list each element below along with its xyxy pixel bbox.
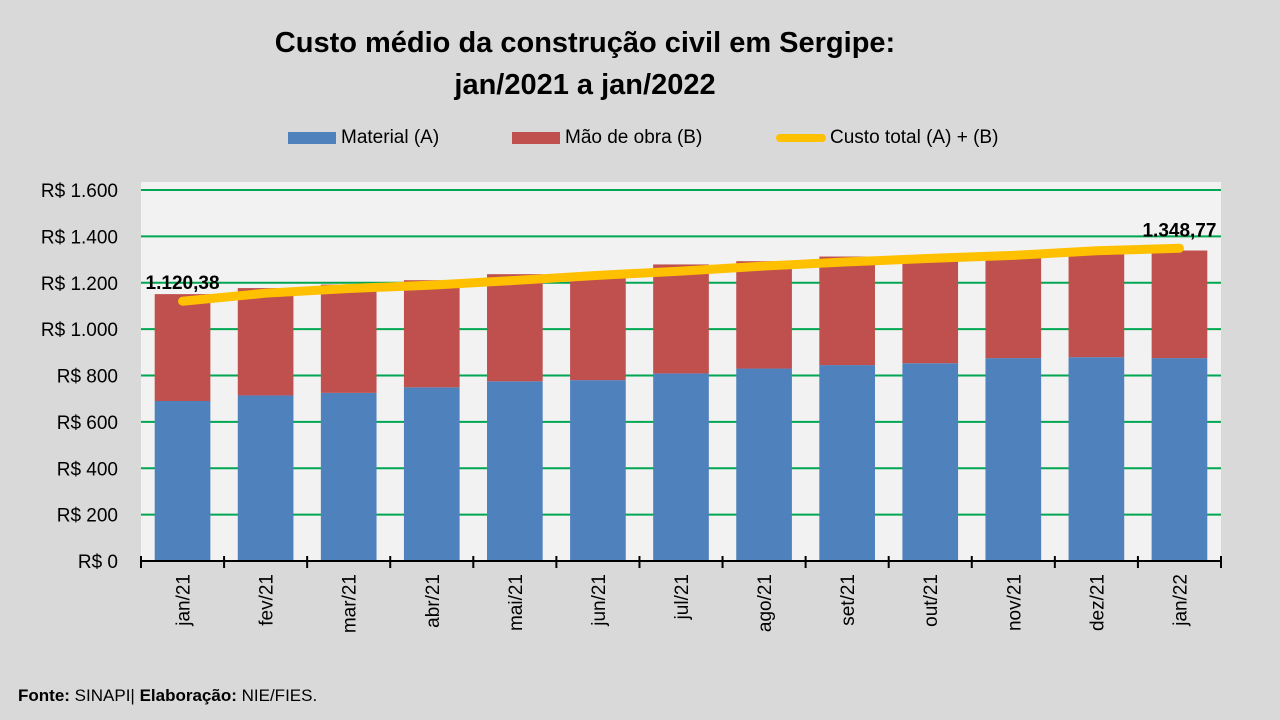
bar-material	[653, 373, 709, 561]
chart-subtitle: jan/2021 a jan/2022	[454, 69, 716, 101]
bar-material	[1068, 357, 1125, 561]
footer-source-value: SINAPI	[74, 686, 131, 705]
x-tick-label: mar/21	[340, 574, 361, 633]
x-tick-label: jan/22	[1170, 574, 1191, 627]
x-tick-label: jun/21	[589, 574, 610, 627]
bar-material	[320, 392, 377, 561]
footer: Fonte: SINAPI| Elaboração: NIE/FIES.	[18, 686, 317, 706]
bar-mao-de-obra	[819, 256, 875, 366]
footer-elab-label: Elaboração:	[139, 686, 237, 705]
bar-mao-de-obra	[570, 274, 626, 381]
y-tick-label: R$ 0	[78, 552, 118, 573]
bar-material	[487, 381, 543, 561]
x-axis-labels: jan/21 fev/21 mar/21 abr/21 mai/21 jun/21 jul/…	[174, 574, 1192, 633]
legend-item-material: Material (A)	[288, 127, 439, 149]
y-tick-label: R$ 1.600	[41, 181, 118, 202]
x-tick-label: fev/21	[257, 574, 278, 626]
legend-item-mao-de-obra: Mão de obra (B)	[512, 127, 702, 149]
bar-mao-de-obra	[320, 284, 377, 393]
legend-label-custo-total: Custo total (A) + (B)	[830, 127, 999, 148]
x-tick-label: abr/21	[423, 574, 444, 628]
bar-mao-de-obra	[653, 264, 709, 374]
bar-material	[154, 401, 211, 561]
x-tick-label: ago/21	[755, 574, 776, 632]
x-tick-label: jul/21	[672, 574, 693, 620]
legend-label-mao-de-obra: Mão de obra (B)	[565, 127, 703, 148]
bar-mao-de-obra	[985, 256, 1042, 359]
bar-material	[985, 358, 1042, 561]
bar-material	[1151, 358, 1208, 561]
legend-swatch-mao-de-obra	[512, 132, 560, 144]
bar-mao-de-obra	[487, 274, 543, 382]
bar-mao-de-obra	[1151, 250, 1208, 359]
y-tick-label: R$ 1.000	[41, 320, 118, 341]
y-tick-label: R$ 200	[57, 506, 118, 527]
x-tick-label: set/21	[838, 574, 859, 626]
data-label: 1.348,77	[1142, 220, 1216, 241]
bar-mao-de-obra	[403, 280, 460, 388]
data-labels: 1.120,38 1.348,77	[146, 220, 1217, 294]
bar-mao-de-obra	[1068, 253, 1125, 358]
x-tick-label: dez/21	[1087, 574, 1108, 631]
bars	[154, 250, 1208, 561]
footer-source-label: Fonte:	[18, 686, 70, 705]
line-custo-total	[178, 243, 1184, 306]
legend: Material (A) Mão de obra (B) Custo total…	[0, 127, 1280, 153]
bar-mao-de-obra	[237, 288, 294, 396]
x-tick-label: out/21	[921, 574, 942, 627]
x-tick-label: mai/21	[506, 574, 527, 631]
y-tick-label: R$ 1.400	[41, 227, 118, 248]
footer-separator: |	[130, 686, 135, 705]
bar-material	[237, 395, 294, 561]
bar-material	[819, 365, 875, 561]
bar-material	[403, 387, 460, 561]
footer-elab-value: NIE/FIES.	[241, 686, 318, 705]
legend-swatch-custo-total	[776, 134, 826, 142]
y-tick-label: R$ 800	[57, 367, 118, 388]
legend-item-custo-total: Custo total (A) + (B)	[776, 127, 998, 149]
y-axis-ticks: R$ 0 R$ 200 R$ 400 R$ 600 R$ 800 R$ 1.000 R$ 1…	[41, 181, 118, 573]
bar-mao-de-obra	[154, 294, 211, 402]
chart-title-line-1: Custo médio da construção civil em Sergi…	[274, 27, 896, 59]
chart-title: Custo médio da construção civil em Sergi…	[0, 22, 1110, 106]
y-tick-label: R$ 600	[57, 413, 118, 434]
y-tick-label: R$ 1.200	[41, 274, 118, 295]
legend-label-material: Material (A)	[341, 127, 440, 148]
bar-mao-de-obra	[736, 261, 792, 369]
bar-material	[570, 380, 626, 561]
x-tick-label: nov/21	[1004, 574, 1025, 631]
bar-material	[736, 368, 792, 561]
x-axis	[140, 556, 1222, 568]
x-tick-label: jan/21	[174, 574, 195, 627]
y-tick-label: R$ 400	[57, 459, 118, 480]
bar-material	[902, 363, 959, 561]
total-line	[178, 243, 1184, 306]
legend-swatch-material	[288, 132, 336, 144]
data-label: 1.120,38	[146, 273, 220, 294]
bar-mao-de-obra	[902, 257, 959, 364]
